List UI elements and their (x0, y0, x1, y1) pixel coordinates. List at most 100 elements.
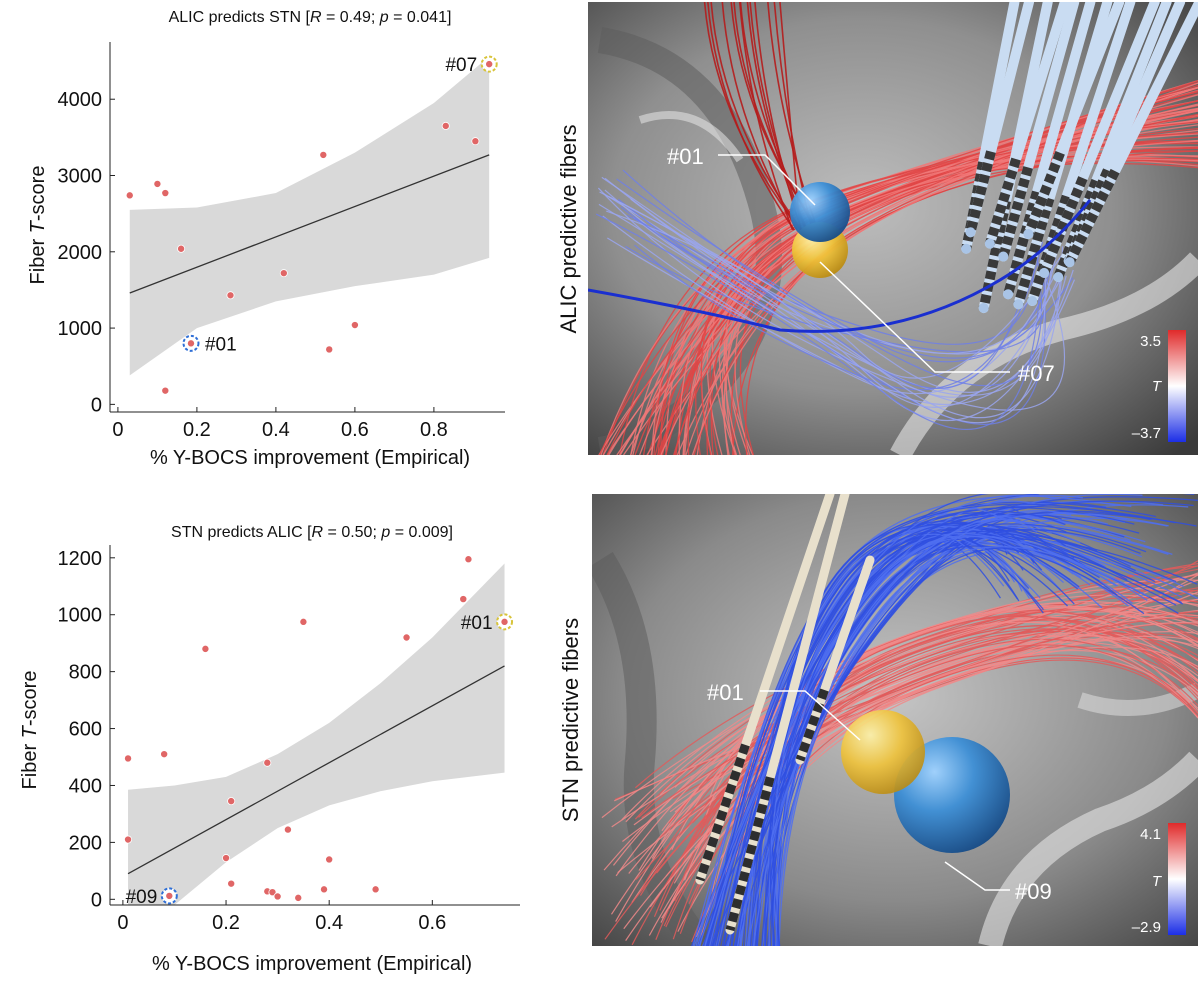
colorbar-min: –2.9 (1132, 919, 1161, 936)
positive-fiber (601, 621, 1198, 819)
positive-fiber (611, 635, 1198, 828)
electrode-tip (984, 238, 995, 249)
data-point (201, 644, 210, 653)
x-axis-label: % Y-BOCS improvement (Empirical) (150, 447, 470, 469)
data-point (186, 339, 195, 348)
negative-fiber (747, 509, 1072, 946)
x-tick-label: 0.4 (315, 912, 343, 934)
callout-label: #07 (1018, 361, 1055, 386)
electrode-contacts (1023, 150, 1065, 236)
data-point (153, 179, 162, 188)
positive-fiber (665, 587, 1198, 928)
electrode-lead (795, 555, 875, 765)
positive-fiber (641, 644, 1198, 819)
chart-title: STN predicts ALIC [R = 0.50; p = 0.009] (171, 524, 453, 541)
data-point (165, 891, 174, 900)
highlight-label: #01 (461, 613, 493, 634)
colorbar-max: 3.5 (1140, 333, 1161, 350)
negative-fiber (633, 216, 1054, 359)
electrode-tip (1013, 299, 1024, 310)
brain-contour (592, 552, 712, 946)
positive-fiber (623, 579, 1198, 930)
electrode-tip (978, 303, 989, 314)
data-point (464, 555, 473, 564)
data-point (485, 60, 494, 69)
negative-fiber (606, 210, 1071, 379)
x-tick-label: 0.6 (341, 419, 369, 441)
negative-fiber (752, 546, 1148, 946)
electrode-tip (1027, 296, 1038, 307)
electrode-tip (965, 227, 976, 238)
data-point (177, 244, 186, 253)
y-axis-label: Fiber T-score (27, 166, 49, 285)
electrode-tip (998, 251, 1009, 262)
y-tick-label: 200 (69, 832, 102, 854)
colorbar (1168, 330, 1186, 442)
chart-stn-predicts-alic: STN predicts ALIC [R = 0.50; p = 0.009] … (19, 524, 520, 975)
negative-fiber (733, 533, 1038, 946)
callout-line (760, 690, 861, 741)
negative-fiber (764, 513, 1140, 946)
data-point (350, 321, 359, 330)
electrode-contacts (1003, 190, 1042, 296)
confidence-band (128, 563, 505, 905)
highlight-label: #07 (445, 55, 477, 76)
chart-alic-predicts-stn: ALIC predicts STN [R = 0.49; p = 0.041] … (27, 9, 505, 469)
x-tick-label: 0 (117, 912, 128, 934)
data-point (161, 189, 170, 198)
positive-fiber (660, 87, 1198, 455)
data-point (227, 879, 236, 888)
y-tick-label: 3000 (58, 166, 103, 188)
callout-label: #01 (667, 144, 704, 169)
positive-fiber (703, 2, 802, 231)
x-tick-label: 0 (112, 419, 123, 441)
electrode-tip (1039, 267, 1050, 278)
callout-label: #09 (1015, 879, 1052, 904)
negative-fiber (723, 494, 1040, 946)
x-tick-label: 0.6 (418, 912, 446, 934)
data-point (283, 825, 292, 834)
electrode-lead (725, 494, 850, 935)
electrode-tip (1053, 272, 1064, 283)
positive-fiber (721, 2, 799, 231)
callout-line (819, 261, 1010, 373)
negative-fiber (622, 169, 1043, 387)
electrode-contacts (965, 150, 996, 234)
negative-fiber (601, 176, 1065, 419)
brain-contour (978, 751, 1198, 946)
negative-fiber (588, 199, 1092, 333)
x-tick-label: 0.4 (262, 419, 290, 441)
tractography-panel-stn: #01 #09 4.1 T –2.9 (592, 494, 1198, 946)
negative-fiber (768, 506, 1003, 946)
x-tick-label: 0.2 (183, 419, 211, 441)
data-point (125, 191, 134, 200)
electrode-contacts (985, 157, 1021, 246)
data-point (161, 386, 170, 395)
data-point (459, 595, 468, 604)
callout-line (944, 861, 1010, 891)
data-point (222, 854, 231, 863)
dbs-electrode-leads (961, 2, 1198, 314)
electrode-lead (1023, 2, 1125, 239)
data-point (299, 617, 308, 626)
negative-fiber (775, 518, 1038, 946)
negative-fiber (756, 520, 1034, 946)
electrode-tip (1023, 228, 1034, 239)
regression-line (129, 154, 490, 294)
positive-fiber (640, 563, 1198, 891)
brain-contour (638, 111, 744, 163)
y-tick-label: 1000 (58, 318, 103, 340)
y-tick-label: 2000 (58, 242, 103, 264)
data-point (319, 150, 328, 159)
negative-fiber (595, 213, 1042, 431)
electrode-contacts (695, 743, 750, 882)
data-point (371, 885, 380, 894)
data-point (160, 750, 169, 759)
negative-fiber (602, 215, 1058, 395)
data-point (441, 121, 450, 130)
negative-fiber (704, 520, 1173, 946)
positive-fiber (673, 100, 1198, 455)
electrode-contacts (725, 776, 775, 932)
data-point (279, 269, 288, 278)
